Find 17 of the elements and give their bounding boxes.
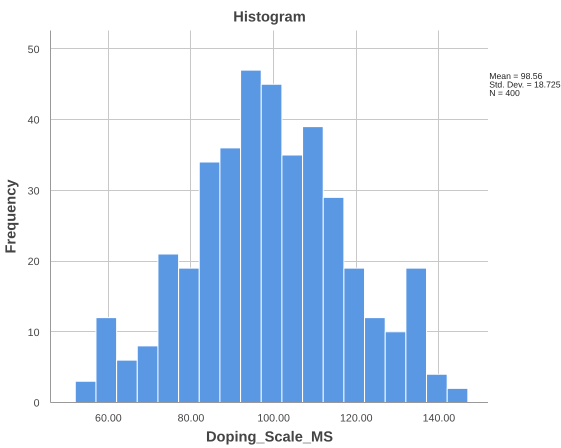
x-axis-title: Doping_Scale_MS — [206, 430, 334, 446]
x-tick-label: 60.00 — [95, 412, 122, 424]
x-tick-label: 120.00 — [340, 412, 373, 424]
y-axis-title: Frequency — [4, 178, 20, 254]
text: Std. Dev. = 18.725 — [489, 79, 561, 90]
y-tick-label: 40 — [28, 114, 40, 127]
x-tick-label: 80.00 — [178, 412, 204, 424]
y-tick-label: 10 — [28, 326, 40, 339]
y-tick-label: 20 — [28, 256, 40, 268]
y-tick-label: 50 — [28, 44, 40, 56]
y-tick-label: 30 — [28, 185, 40, 198]
x-tick-label: 140.00 — [422, 412, 456, 424]
chart-title: Histogram — [233, 10, 306, 26]
text: N = 400 — [489, 88, 520, 98]
y-tick-label: 0 — [34, 398, 40, 410]
text: Mean = 98.56 — [489, 71, 543, 82]
x-tick-label: 100.00 — [257, 412, 290, 424]
